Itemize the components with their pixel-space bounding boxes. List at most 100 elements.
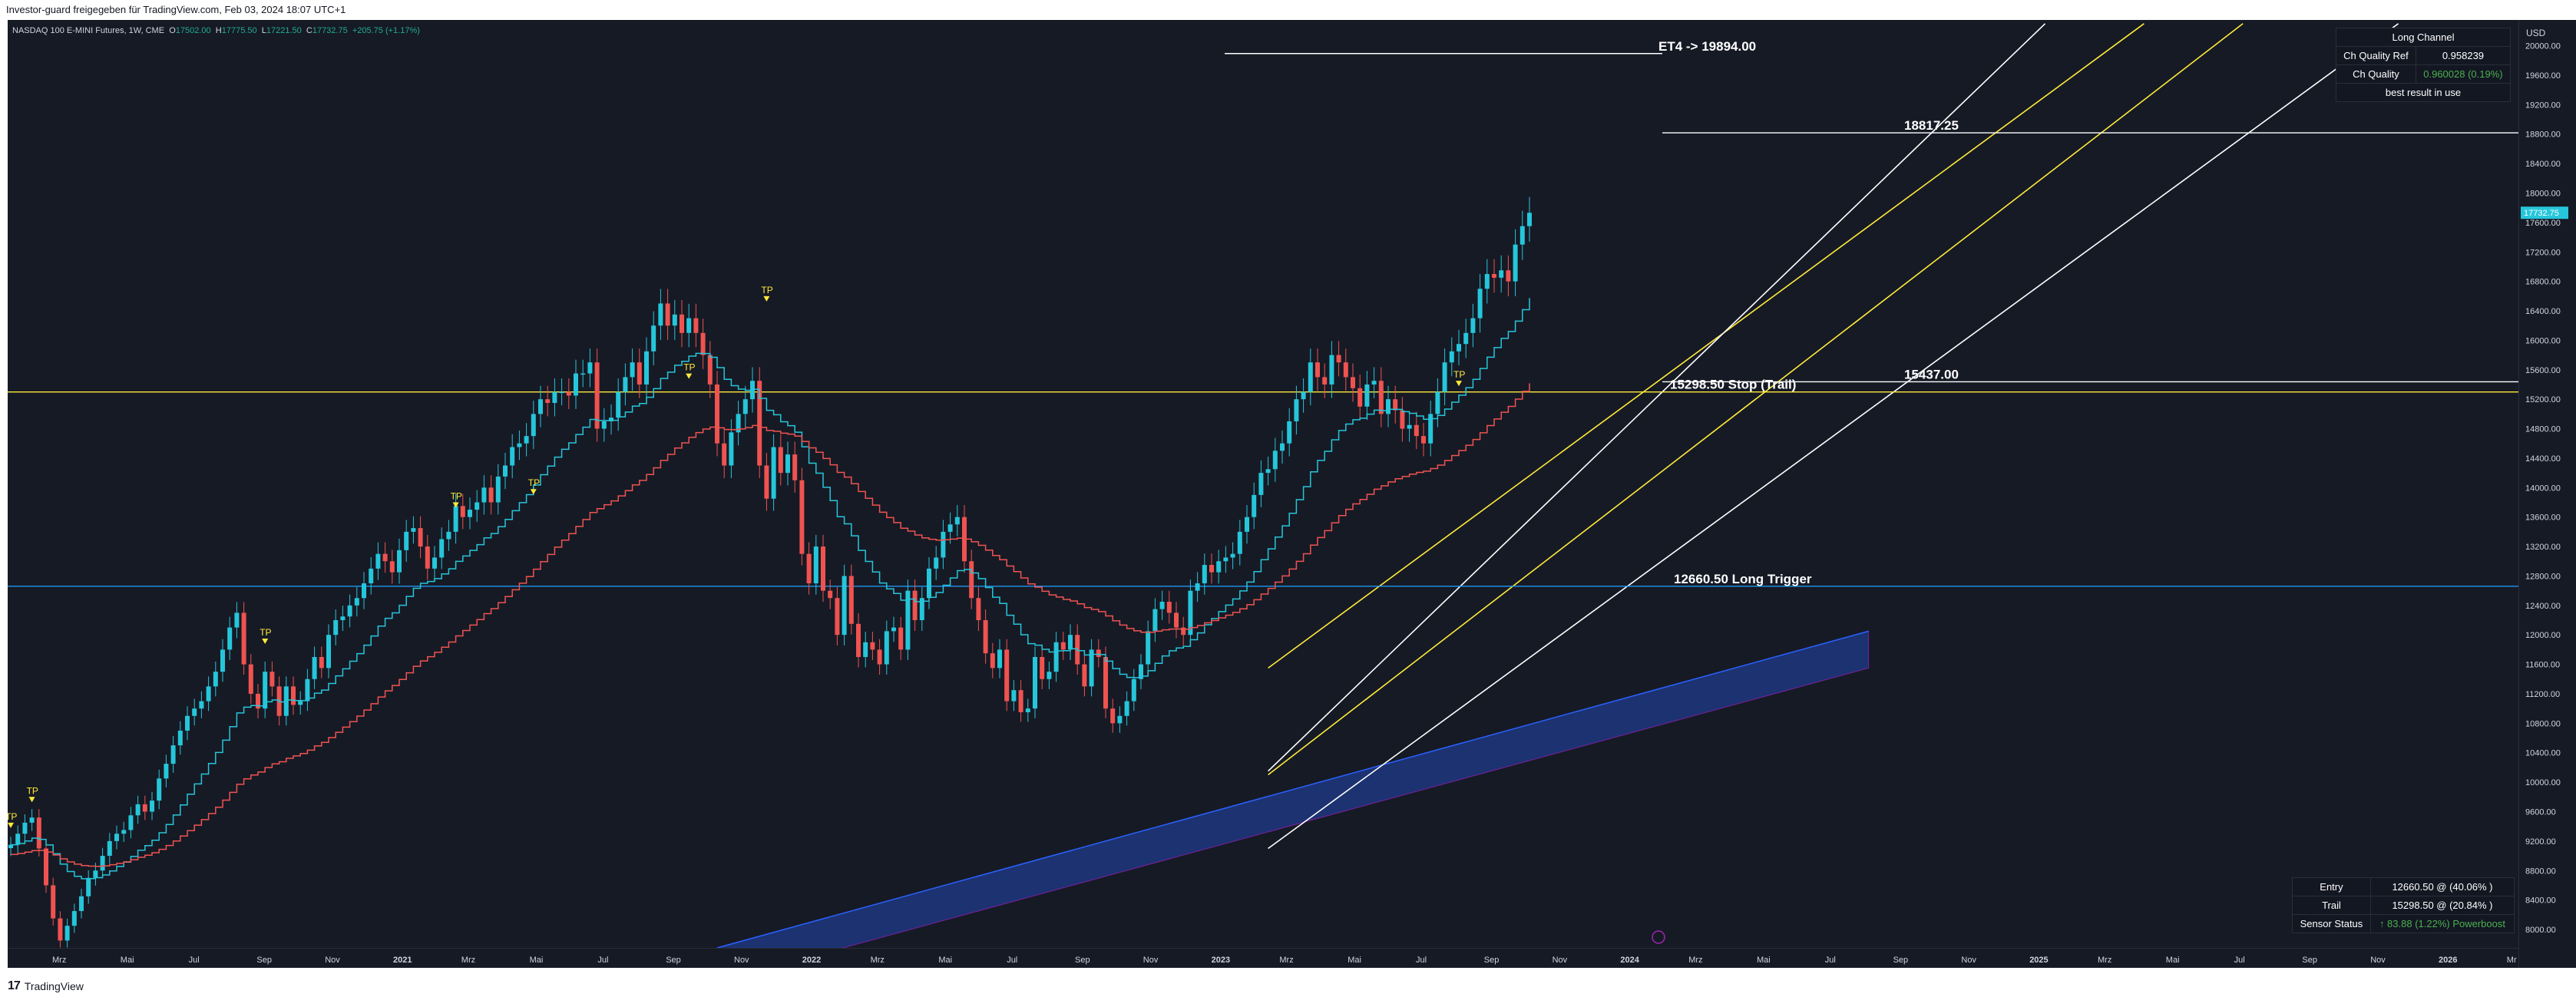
candle-body: [58, 918, 63, 941]
candle: [1308, 348, 1313, 406]
candle: [1428, 401, 1433, 457]
band-upper-edge: [716, 630, 1869, 948]
time-tick-label: Mrz: [461, 956, 475, 965]
candle-body: [220, 649, 225, 672]
price-tick-label: 11600.00: [2525, 661, 2560, 670]
candle: [580, 359, 586, 388]
candle-body: [686, 318, 692, 333]
tp-triangle-icon: [1456, 381, 1462, 387]
candle: [86, 870, 91, 904]
candle-body: [44, 848, 48, 886]
candle-body: [1393, 399, 1398, 411]
candle-body: [1188, 590, 1193, 636]
candle-body: [453, 506, 458, 532]
low-label: L: [261, 26, 266, 35]
tradingview-logo-icon[interactable]: 17: [8, 979, 21, 992]
tp-marker: TP: [528, 477, 540, 495]
price-axis[interactable]: 8000.00 8400.00 8800.00 9200.00 9600.00 10000…: [2518, 20, 2576, 968]
candle-body: [771, 447, 776, 499]
candle-body: [693, 318, 699, 333]
candle: [1386, 385, 1391, 428]
candle: [369, 556, 374, 595]
price-tick-label: 13200.00: [2525, 543, 2561, 552]
channel-line-1: [1268, 23, 2244, 776]
candle-body: [1513, 244, 1518, 282]
candle-body: [135, 804, 141, 816]
candle: [170, 736, 176, 773]
candle-body: [580, 373, 586, 375]
candle-body: [835, 598, 840, 636]
candle: [891, 616, 896, 642]
time-tick-label: 2023: [1212, 956, 1230, 965]
candle-body: [227, 627, 233, 650]
tp-label: TP: [683, 362, 695, 373]
candle-body: [185, 715, 190, 731]
time-tick-label: Sep: [256, 956, 272, 965]
candle: [997, 639, 1002, 678]
candle-body: [757, 381, 762, 466]
tp-triangle-icon: [452, 502, 459, 508]
candle-body: [1272, 451, 1278, 470]
candle: [177, 721, 183, 755]
candle-body: [375, 553, 381, 569]
tradingview-footer: 17 TradingView: [0, 976, 2576, 997]
candle: [1519, 210, 1525, 260]
candle: [1400, 397, 1405, 442]
price-chart[interactable]: ET4 -> 19894.00 18817.25 15437.00 15298.50 …: [8, 20, 2518, 948]
long-channel-table: Long Channel Ch Quality Ref 0.958239 Ch …: [2336, 28, 2512, 102]
symbol-name[interactable]: NASDAQ 100 E-MINI Futures, 1W, CME: [12, 26, 165, 35]
candle: [128, 807, 134, 839]
candle-body: [1506, 270, 1511, 282]
candle-body: [1245, 517, 1249, 532]
candle-body: [1223, 557, 1228, 562]
candle-body: [1174, 612, 1179, 628]
candle-body: [587, 362, 593, 374]
time-tick-label: Jul: [1007, 956, 1017, 965]
candle: [1047, 661, 1052, 689]
candle-body: [1252, 494, 1257, 517]
price-tick-label: 10000.00: [2525, 778, 2561, 787]
candle: [1442, 348, 1447, 406]
candle-body: [298, 701, 303, 705]
currency-label[interactable]: USD: [2526, 28, 2546, 38]
candle-body: [439, 539, 445, 558]
candles: [8, 196, 1532, 948]
time-axis[interactable]: Mrz Mai Jul Sep Nov 2021 Mrz Mai Jul Sep Nov 2022 Mr…: [8, 948, 2518, 968]
candle-body: [905, 590, 911, 650]
sensor-status-value: ↑ 83.88 (1.22%) Powerboost: [2369, 914, 2515, 933]
candle: [1146, 620, 1151, 675]
candle: [1124, 691, 1129, 726]
candle-body: [644, 351, 649, 385]
candle: [722, 430, 727, 478]
candle: [835, 586, 840, 646]
candle-body: [1237, 531, 1242, 554]
entry-label: Entry: [2292, 877, 2371, 896]
high-value: 17775.50: [221, 26, 257, 35]
candle: [319, 646, 324, 678]
tp-marker: TP: [8, 811, 17, 828]
candle-body: [1294, 399, 1299, 421]
candle: [983, 609, 988, 664]
tradingview-brand[interactable]: TradingView: [24, 980, 84, 992]
candle-body: [510, 447, 515, 466]
time-tick-label: 2026: [2439, 956, 2457, 965]
ch-quality-ref-label: Ch Quality Ref: [2336, 46, 2416, 65]
tp-marker: TP: [451, 490, 462, 508]
candle: [305, 669, 310, 711]
candle-body: [1004, 649, 1010, 702]
candle-body: [1400, 410, 1405, 429]
chart-pane[interactable]: ET4 -> 19894.00 18817.25 15437.00 15298.50 …: [8, 20, 2518, 968]
price-tick-label: 14800.00: [2525, 425, 2561, 434]
candle: [382, 542, 388, 573]
candle-body: [722, 443, 727, 466]
alert-clock-icon: [1652, 930, 1665, 944]
candle-body: [566, 391, 571, 396]
candle: [15, 825, 21, 853]
candle: [453, 494, 458, 544]
candle-body: [1152, 609, 1158, 632]
candle-body: [1484, 274, 1490, 289]
candle-body: [114, 834, 119, 841]
candle: [8, 837, 13, 857]
candle-body: [1322, 377, 1328, 385]
candle-body: [1336, 355, 1341, 363]
